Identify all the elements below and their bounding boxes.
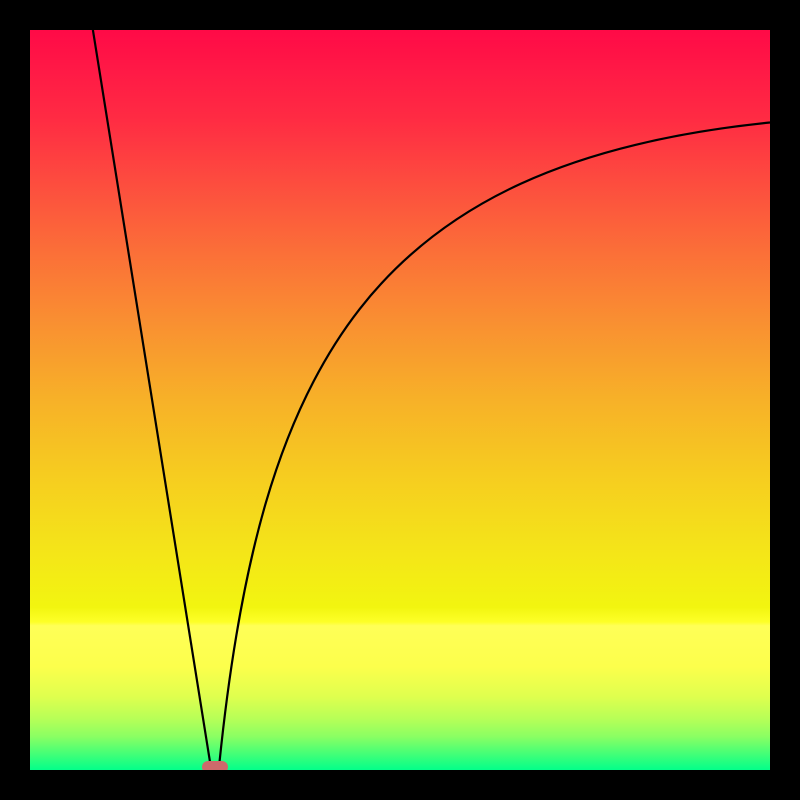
chart-container: TheBottleneck.com xyxy=(0,0,800,800)
curve-layer xyxy=(30,30,770,770)
curve-left-branch xyxy=(93,30,211,770)
minimum-marker xyxy=(202,761,227,773)
curve-right-branch xyxy=(219,123,770,771)
plot-area xyxy=(30,30,770,770)
watermark-text: TheBottleneck.com xyxy=(534,2,774,33)
